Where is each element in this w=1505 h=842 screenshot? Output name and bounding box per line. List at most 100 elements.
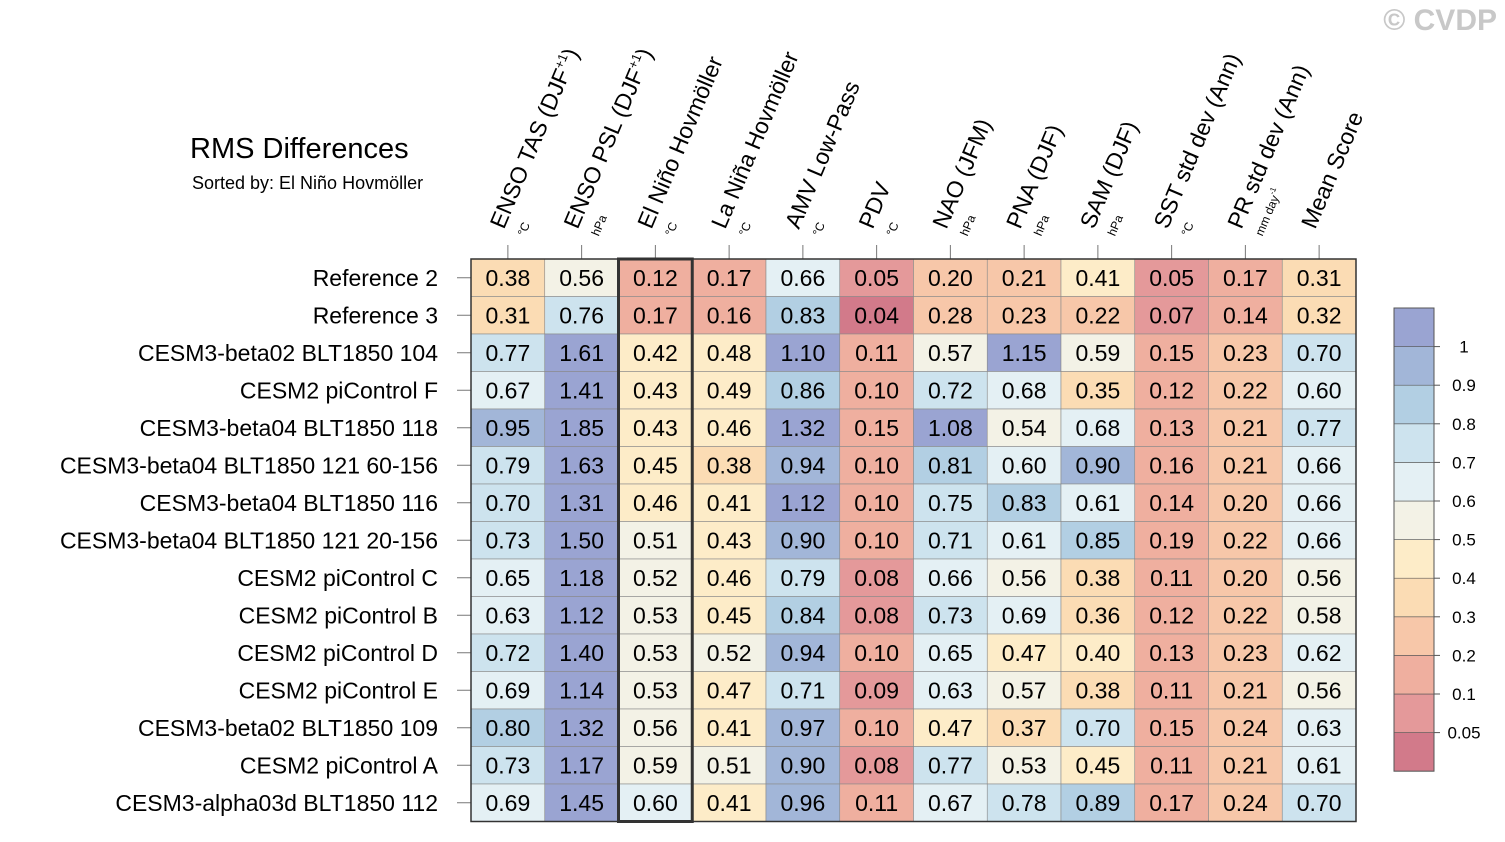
cell-value-label: 0.20 xyxy=(1223,565,1268,591)
heatmap-cell xyxy=(544,258,619,297)
heatmap-cell xyxy=(691,483,767,522)
row-labels: Reference 2 Reference 3 CESM3-beta02 BLT18… xyxy=(60,265,471,816)
cell-value-label: 0.51 xyxy=(633,527,678,553)
heatmap-cell xyxy=(1281,708,1357,747)
cell-value-label: 0.69 xyxy=(485,677,530,703)
cell-value-label: 0.77 xyxy=(1297,415,1342,441)
cell-value-label: 0.53 xyxy=(633,640,678,666)
heatmap-cell xyxy=(913,446,988,485)
cell-value-label: 0.66 xyxy=(1297,452,1342,478)
colorbar-segment xyxy=(1393,346,1435,386)
cell-value-label: 0.52 xyxy=(633,565,678,591)
cell-value-label: 0.15 xyxy=(1149,715,1194,741)
heatmap-cell xyxy=(1208,371,1283,410)
heatmap-cell xyxy=(765,371,841,410)
heatmap-cell xyxy=(1281,296,1357,335)
cell-value-label: 0.08 xyxy=(854,752,899,778)
colorbar-label: 0.2 xyxy=(1452,646,1476,665)
cell-value-label: 0.08 xyxy=(854,602,899,628)
cell-value-label: 1.41 xyxy=(559,377,604,403)
row-label: CESM3-beta04 BLT1850 116 xyxy=(140,490,438,516)
cell-value-label: 0.24 xyxy=(1223,715,1268,741)
heatmap-cell xyxy=(544,558,619,597)
cell-value-label: 0.72 xyxy=(485,640,530,666)
heatmap-cell xyxy=(1208,708,1283,747)
cell-value-label: 0.43 xyxy=(707,527,752,553)
cell-value-label: 0.22 xyxy=(1075,302,1120,328)
heatmap-cell xyxy=(1060,333,1136,372)
cell-value-label: 0.19 xyxy=(1149,527,1194,553)
cell-value-label: 0.31 xyxy=(485,302,530,328)
row-label: CESM2 piControl C xyxy=(237,565,438,591)
cell-value-label: 0.71 xyxy=(928,527,973,553)
heatmap-cell xyxy=(839,633,914,672)
column-header: PNA (DJF)hPa xyxy=(1001,121,1068,238)
cell-value-label: 0.81 xyxy=(928,452,973,478)
chart-subtitle: Sorted by: El Niño Hovmöller xyxy=(192,173,423,193)
row-label: CESM2 piControl E xyxy=(239,677,438,703)
heatmap-cell xyxy=(1281,746,1357,785)
cell-value-label: 0.66 xyxy=(1297,527,1342,553)
heatmap-cell xyxy=(839,258,914,297)
heatmap-cell xyxy=(765,521,841,560)
heatmap-cell xyxy=(1208,333,1283,372)
cell-value-label: 0.67 xyxy=(928,790,973,816)
heatmap-cell xyxy=(1281,446,1357,485)
cell-value-label: 0.70 xyxy=(1297,340,1342,366)
column-header-label: SAM (DJF) xyxy=(1075,117,1143,232)
heatmap-cell xyxy=(544,671,619,710)
row-label: CESM2 piControl A xyxy=(240,752,439,778)
heatmap-cell xyxy=(986,596,1062,635)
cell-value-label: 0.61 xyxy=(1002,527,1047,553)
row-label: Reference 2 xyxy=(313,265,438,291)
cell-value-label: 0.07 xyxy=(1149,302,1194,328)
cell-value-label: 0.96 xyxy=(780,790,825,816)
cell-value-label: 0.79 xyxy=(780,565,825,591)
heatmap-cell xyxy=(765,296,841,335)
cell-value-label: 0.17 xyxy=(633,302,678,328)
heatmap-cell xyxy=(986,296,1062,335)
heatmap-cell xyxy=(544,371,619,410)
heatmap-cell xyxy=(1060,783,1136,822)
heatmap-cell xyxy=(1208,521,1283,560)
cell-value-label: 0.90 xyxy=(1075,452,1120,478)
cell-value-label: 0.69 xyxy=(485,790,530,816)
heatmap-cell xyxy=(1060,296,1136,335)
heatmap-cell xyxy=(618,296,693,335)
heatmap-cell xyxy=(1134,408,1209,447)
cell-value-label: 1.50 xyxy=(559,527,604,553)
cell-value-label: 0.59 xyxy=(1075,340,1120,366)
heatmap-cell xyxy=(1134,483,1209,522)
heatmap-cell xyxy=(470,708,546,747)
cell-value-label: 0.45 xyxy=(707,602,752,628)
cell-value-label: 0.12 xyxy=(633,265,678,291)
heatmap-cell xyxy=(913,746,988,785)
cell-value-label: 0.71 xyxy=(780,677,825,703)
watermark: © CVDP xyxy=(1383,4,1497,37)
heatmap-cell xyxy=(1208,296,1283,335)
colorbar-segment xyxy=(1393,462,1435,502)
cell-value-label: 0.15 xyxy=(1149,340,1194,366)
cell-value-label: 0.63 xyxy=(485,602,530,628)
cell-value-label: 0.05 xyxy=(1149,265,1194,291)
cell-value-label: 0.23 xyxy=(1223,640,1268,666)
cell-value-label: 1.12 xyxy=(559,602,604,628)
cell-value-label: 0.40 xyxy=(1075,640,1120,666)
column-unit-label: °C xyxy=(810,220,828,238)
cell-value-label: 0.12 xyxy=(1149,377,1194,403)
cell-value-label: 0.16 xyxy=(1149,452,1194,478)
cell-value-label: 0.90 xyxy=(780,752,825,778)
heatmap-cell xyxy=(839,408,914,447)
colorbar-segment xyxy=(1393,500,1435,540)
heatmap-cell xyxy=(1208,783,1283,822)
heatmap-cell xyxy=(765,671,841,710)
colorbar-segment xyxy=(1393,539,1435,579)
cell-value-label: 0.10 xyxy=(854,640,899,666)
colorbar-label: 0.9 xyxy=(1452,376,1476,395)
heatmap-cell xyxy=(986,446,1062,485)
cell-value-label: 0.10 xyxy=(854,377,899,403)
heatmap-cell xyxy=(618,258,693,297)
heatmap-cell xyxy=(986,671,1062,710)
heatmap-cell xyxy=(1281,596,1357,635)
